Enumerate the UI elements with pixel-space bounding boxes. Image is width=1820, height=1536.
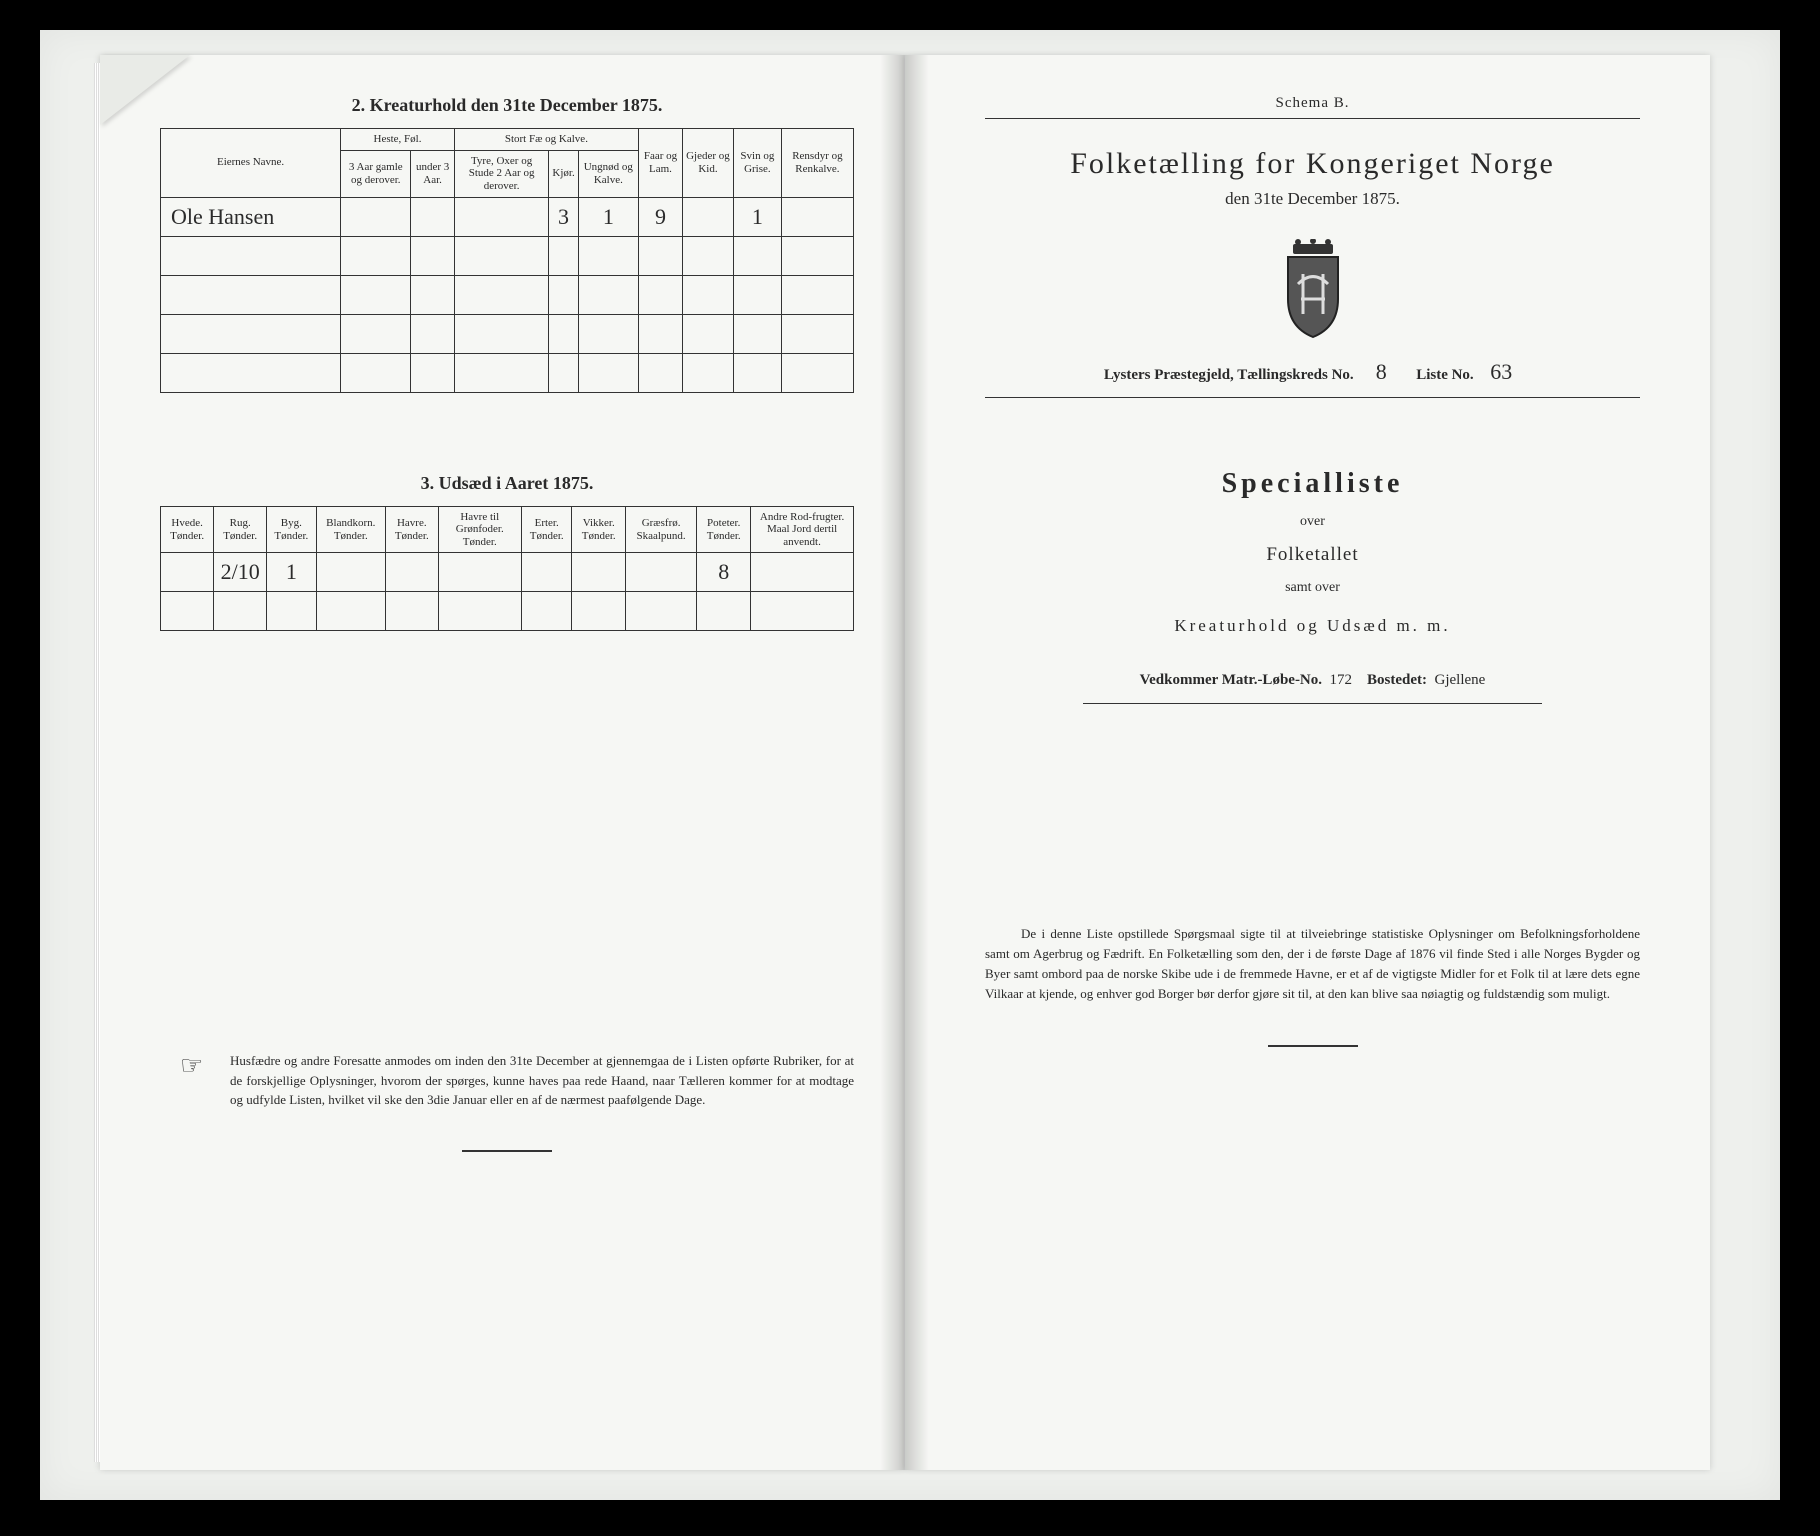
right-page: Schema B. Folketælling for Kongeriget No…: [905, 55, 1710, 1470]
table-row: [161, 236, 854, 275]
sub-h5: Ungnød og Kalve.: [578, 150, 638, 197]
cell: 2/10: [214, 553, 267, 592]
vedk-no: 172: [1330, 672, 1353, 688]
col-pigs: Svin og Grise.: [733, 129, 781, 198]
table-row: [161, 314, 854, 353]
vedkommer-line: Vedkommer Matr.-Løbe-No. 172 Bostedet: G…: [985, 672, 1640, 689]
right-note-text: De i denne Liste opstillede Spørgsmaal s…: [985, 924, 1640, 1005]
vedk-rule: [1083, 703, 1542, 704]
owner-name: Ole Hansen: [161, 197, 341, 236]
seed-h9: Græsfrø. Skaalpund.: [625, 506, 696, 553]
vedk-label: Vedkommer Matr.-Løbe-No.: [1140, 672, 1322, 688]
cell: [454, 197, 549, 236]
seed-h6: Havre til Grønfoder. Tønder.: [438, 506, 521, 553]
samt-label: samt over: [985, 580, 1640, 596]
table-header-row: Eiernes Navne. Heste, Føl. Stort Fæ og K…: [161, 129, 854, 151]
sub-h4: Kjør.: [549, 150, 578, 197]
table-row: [161, 592, 854, 631]
sub-h3: Tyre, Oxer og Stude 2 Aar og derover.: [454, 150, 549, 197]
book-spread: 2. Kreaturhold den 31te December 1875. E…: [100, 55, 1710, 1470]
cell: 1: [733, 197, 781, 236]
left-note-text: Husfædre og andre Foresatte anmodes om i…: [230, 1051, 854, 1110]
seed-h4: Blandkorn. Tønder.: [316, 506, 385, 553]
right-short-rule: [1268, 1045, 1358, 1047]
col-owner: Eiernes Navne.: [161, 129, 341, 198]
cell: [341, 197, 411, 236]
gutter-shadow: [880, 55, 904, 1470]
seed-h2: Rug. Tønder.: [214, 506, 267, 553]
col-horses: Heste, Føl.: [341, 129, 455, 151]
seed-h8: Vikker. Tønder.: [572, 506, 625, 553]
cell: 3: [549, 197, 578, 236]
seed-h7: Erter. Tønder.: [521, 506, 572, 553]
table-row: Ole Hansen 3 1 9 1: [161, 197, 854, 236]
livestock-table: Eiernes Navne. Heste, Føl. Stort Fæ og K…: [160, 128, 854, 393]
over-label: over: [985, 514, 1640, 530]
left-short-rule: [462, 1150, 552, 1152]
bostedet-value: Gjellene: [1435, 672, 1486, 688]
col-cattle: Stort Fæ og Kalve.: [454, 129, 638, 151]
col-sheep: Faar og Lam.: [638, 129, 682, 198]
sub-h2: under 3 Aar.: [411, 150, 454, 197]
seed-h1: Hvede. Tønder.: [161, 506, 214, 553]
specialliste-block: Specialliste over Folketallet samt over …: [985, 468, 1640, 636]
pointing-hand-icon: ☞: [180, 1051, 203, 1081]
table-row: [161, 275, 854, 314]
census-title: Folketælling for Kongeriget Norge: [985, 147, 1640, 181]
liste-label: Liste No.: [1416, 367, 1474, 383]
cell: [161, 553, 214, 592]
seed-h11: Andre Rod-frugter. Maal Jord dertil anve…: [751, 506, 854, 553]
kreds-no: 8: [1361, 359, 1401, 385]
left-page: 2. Kreaturhold den 31te December 1875. E…: [100, 55, 905, 1470]
sub-h1: 3 Aar gamle og derover.: [341, 150, 411, 197]
table-row: 2/10 1 8: [161, 553, 854, 592]
table-row: [161, 353, 854, 392]
seed-h5: Havre. Tønder.: [386, 506, 439, 553]
section3-title: 3. Udsæd i Aaret 1875.: [160, 473, 854, 494]
census-date: den 31te December 1875.: [985, 189, 1640, 209]
cell: [682, 197, 733, 236]
seed-h3: Byg. Tønder.: [267, 506, 316, 553]
coat-of-arms-icon: [1273, 239, 1353, 339]
folded-corner: [100, 55, 190, 125]
seed-table: Hvede. Tønder. Rug. Tønder. Byg. Tønder.…: [160, 506, 854, 632]
page-stack-edge: [94, 63, 100, 1462]
cell: 9: [638, 197, 682, 236]
mid-rule: [985, 397, 1640, 398]
cell: 1: [267, 553, 316, 592]
scan-background: 2. Kreaturhold den 31te December 1875. E…: [40, 30, 1780, 1500]
section2-title: 2. Kreaturhold den 31te December 1875.: [160, 95, 854, 116]
gutter-shadow: [905, 55, 929, 1470]
col-reindeer: Rensdyr og Renkalve.: [781, 129, 853, 198]
cell: 8: [697, 553, 751, 592]
left-note-block: ☞ Husfædre og andre Foresatte anmodes om…: [160, 1051, 854, 1110]
seed-h10: Poteter. Tønder.: [697, 506, 751, 553]
kreaturhold-label: Kreaturhold og Udsæd m. m.: [985, 616, 1640, 636]
parish-line: Lysters Præstegjeld, Tællingskreds No. 8…: [985, 359, 1640, 385]
top-rule: [985, 118, 1640, 119]
folketallet-label: Folketallet: [985, 544, 1640, 566]
cell: 1: [578, 197, 638, 236]
cell: [411, 197, 454, 236]
liste-no: 63: [1481, 359, 1521, 385]
bostedet-label: Bostedet:: [1367, 672, 1427, 688]
table-header-row: Hvede. Tønder. Rug. Tønder. Byg. Tønder.…: [161, 506, 854, 553]
parish-label: Lysters Præstegjeld, Tællingskreds No.: [1104, 367, 1354, 383]
col-goats: Gjeder og Kid.: [682, 129, 733, 198]
cell: [781, 197, 853, 236]
schema-label: Schema B.: [985, 95, 1640, 112]
specialliste-title: Specialliste: [985, 468, 1640, 500]
